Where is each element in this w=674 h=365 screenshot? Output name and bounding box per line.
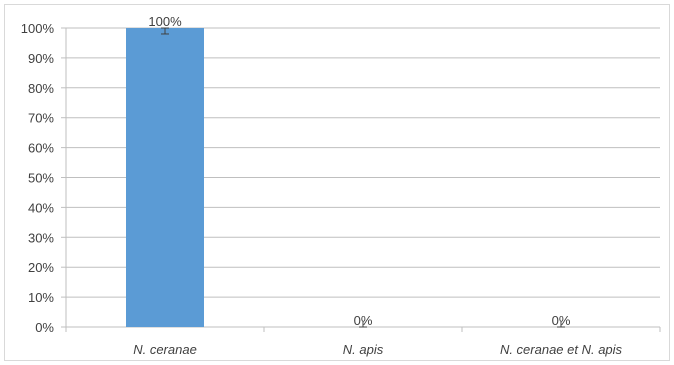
data-label-1: 0% xyxy=(354,313,373,328)
y-tick-label: 100% xyxy=(21,21,55,36)
data-label-2: 0% xyxy=(552,313,571,328)
y-tick-label: 20% xyxy=(28,260,54,275)
x-category-label: N. apis xyxy=(343,342,384,357)
y-tick-label: 0% xyxy=(35,320,54,335)
y-tick-label: 50% xyxy=(28,171,54,186)
x-category-label: N. ceranae xyxy=(133,342,197,357)
data-label-0: 100% xyxy=(148,14,182,29)
y-tick-label: 60% xyxy=(28,141,54,156)
y-tick-label: 70% xyxy=(28,111,54,126)
y-tick-label: 10% xyxy=(28,290,54,305)
bar-0 xyxy=(126,28,204,327)
x-category-label: N. ceranae et N. apis xyxy=(500,342,623,357)
y-tick-label: 90% xyxy=(28,51,54,66)
y-tick-label: 40% xyxy=(28,200,54,215)
y-tick-label: 80% xyxy=(28,81,54,96)
chart-frame xyxy=(4,4,670,361)
y-tick-label: 30% xyxy=(28,230,54,245)
